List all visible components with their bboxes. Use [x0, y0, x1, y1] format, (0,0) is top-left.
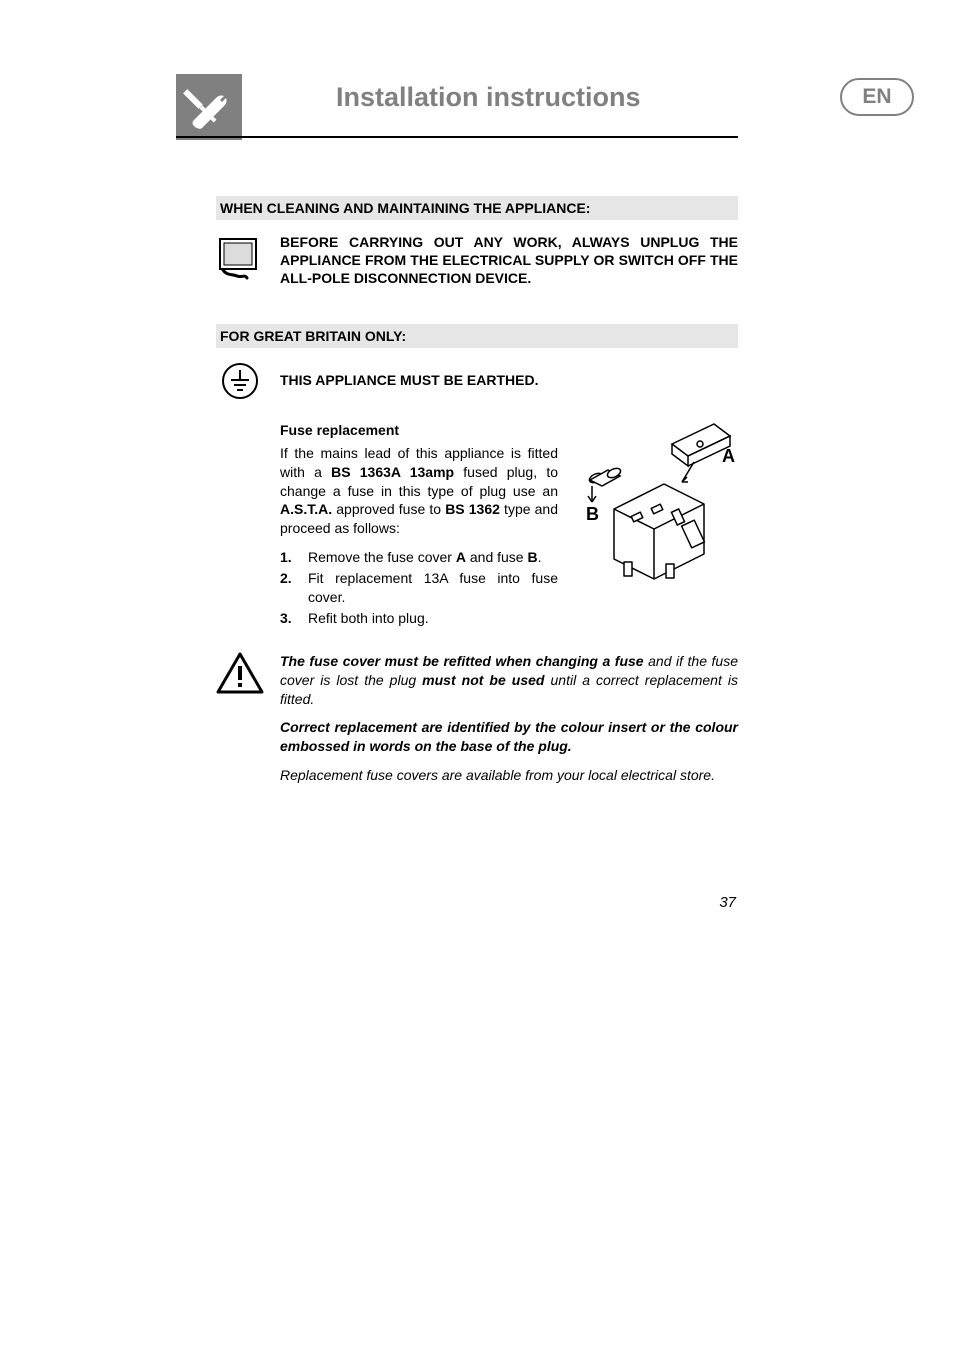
fuse-intro-mid2: approved fuse to	[332, 501, 445, 517]
earthed-row: THIS APPLIANCE MUST BE EARTHED.	[216, 362, 738, 400]
fuse-warn-2: Correct replacement are identified by th…	[280, 718, 738, 756]
fuse-step: 1. Remove the fuse cover A and fuse B.	[280, 548, 558, 567]
fuse-warn-1: The fuse cover must be refitted when cha…	[280, 652, 738, 709]
unplug-warning-row: BEFORE CARRYING OUT ANY WORK, ALWAYS UNP…	[216, 234, 738, 288]
page-header: Installation instructions EN	[176, 80, 916, 140]
fuse-intro-b2: A.S.T.A.	[280, 501, 332, 517]
fuse-step: 3. Refit both into plug.	[280, 609, 558, 628]
fuse-diagram: A B	[574, 410, 738, 584]
section-heading-gb: FOR GREAT BRITAIN ONLY:	[216, 324, 738, 348]
fuse-two-col: Fuse replacement If the mains lead of th…	[280, 410, 738, 630]
language-badge: EN	[840, 78, 914, 116]
fuse-intro-b3: BS 1362	[445, 501, 500, 517]
unplug-warning-text: BEFORE CARRYING OUT ANY WORK, ALWAYS UNP…	[280, 234, 738, 288]
step-text: Remove the fuse cover A and fuse B.	[308, 548, 558, 567]
fuse-title: Fuse replacement	[280, 422, 558, 438]
fuse-intro-b1: BS 1363A 13amp	[331, 464, 454, 480]
section-heading-cleaning: WHEN CLEANING AND MAINTAINING THE APPLIA…	[216, 196, 738, 220]
tools-icon	[176, 74, 242, 140]
fuse-warning-row: The fuse cover must be refitted when cha…	[216, 652, 738, 795]
unplug-icon	[216, 234, 264, 280]
content-column: WHEN CLEANING AND MAINTAINING THE APPLIA…	[216, 196, 738, 795]
diagram-label-a: A	[722, 446, 735, 466]
step-text: Fit replacement 13A fuse into fuse cover…	[308, 569, 558, 607]
fuse-row: Fuse replacement If the mains lead of th…	[216, 410, 738, 630]
header-divider	[176, 136, 738, 138]
earth-icon	[216, 362, 264, 400]
step-text: Refit both into plug.	[308, 609, 558, 628]
warning-icon	[216, 652, 264, 696]
fuse-warn-3: Replacement fuse covers are available fr…	[280, 766, 738, 785]
page: Installation instructions EN WHEN CLEANI…	[0, 0, 954, 1351]
page-number: 37	[719, 894, 736, 911]
fuse-steps: 1. Remove the fuse cover A and fuse B. 2…	[280, 548, 558, 628]
step-num: 2.	[280, 569, 308, 607]
step-num: 3.	[280, 609, 308, 628]
diagram-label-b: B	[586, 504, 599, 524]
fuse-intro: If the mains lead of this appliance is f…	[280, 444, 558, 538]
page-title: Installation instructions	[336, 82, 641, 113]
earthed-text: THIS APPLIANCE MUST BE EARTHED.	[280, 372, 738, 390]
step-num: 1.	[280, 548, 308, 567]
fuse-step: 2. Fit replacement 13A fuse into fuse co…	[280, 569, 558, 607]
